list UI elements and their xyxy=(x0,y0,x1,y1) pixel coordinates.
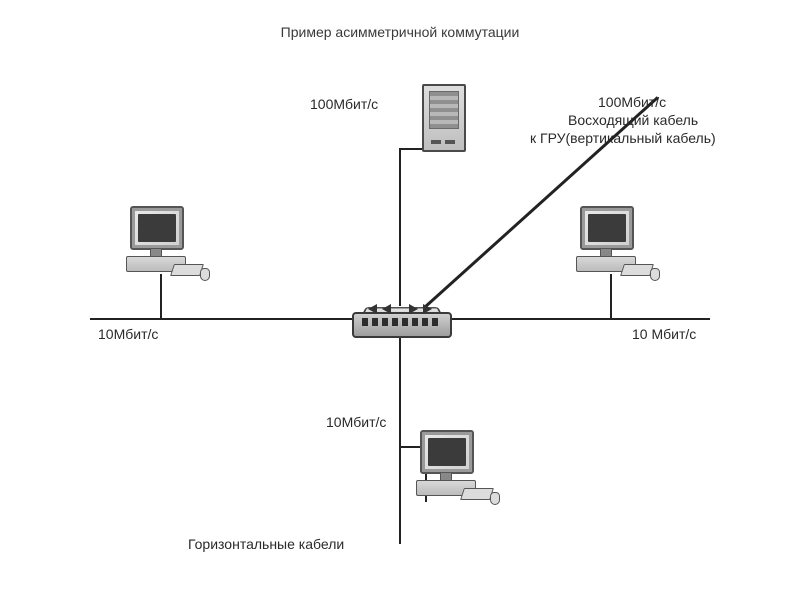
label-uplink-desc1: Восходящий кабель xyxy=(568,112,698,130)
label-pc-left-speed: 10Мбит/с xyxy=(98,326,158,344)
cable-drop-pc-left xyxy=(160,274,162,318)
diagram-stage: Пример асимметричной коммутации 1 xyxy=(0,0,800,600)
label-server-speed: 100Мбит/с xyxy=(310,96,378,114)
cable-vertical-server xyxy=(399,148,401,306)
pc-left xyxy=(122,206,202,280)
diagram-title: Пример асимметричной коммутации xyxy=(0,24,800,40)
cable-horizontal-right xyxy=(448,318,710,320)
pc-right xyxy=(572,206,652,280)
pc-bottom xyxy=(412,430,492,504)
label-pc-bottom-speed: 10Мбит/с xyxy=(326,414,386,432)
label-horizontal-cables: Горизонтальные кабели xyxy=(188,536,344,554)
cable-drop-pc-right xyxy=(610,274,612,318)
cable-branch-server xyxy=(399,148,423,150)
label-pc-right-speed: 10 Мбит/с xyxy=(632,326,696,344)
server-tower xyxy=(422,84,466,152)
label-uplink-speed: 100Мбит/с xyxy=(598,94,666,112)
cable-horizontal-left xyxy=(90,318,352,320)
label-uplink-desc2: к ГРУ(вертикальный кабель) xyxy=(530,130,716,148)
cable-vertical-down xyxy=(399,334,401,544)
network-switch xyxy=(352,302,448,334)
